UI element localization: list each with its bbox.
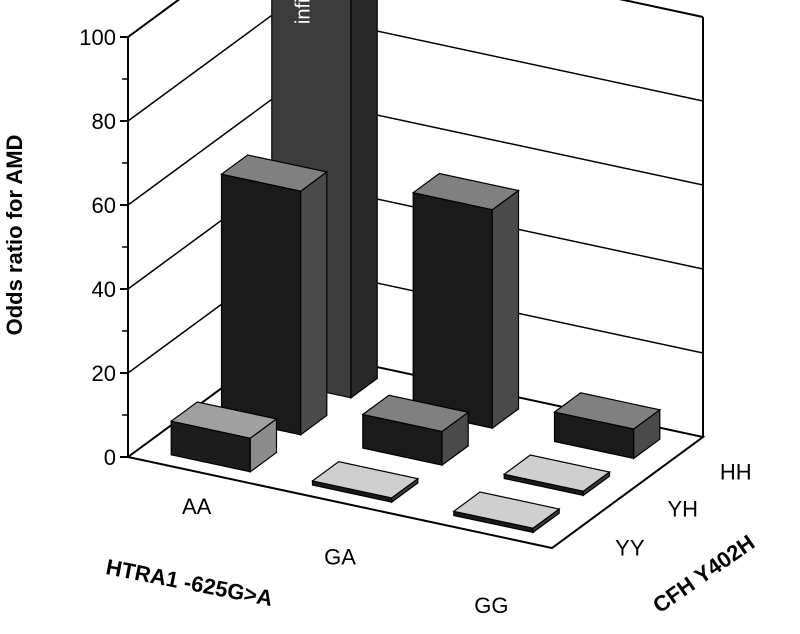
y-axis-title: CFH Y402H xyxy=(648,530,759,618)
bar-top-face xyxy=(220,154,329,192)
bar-side-face xyxy=(491,189,520,430)
bar-top-face xyxy=(502,454,611,492)
gridline-100 xyxy=(127,0,704,38)
bar-GG-YH xyxy=(502,454,611,497)
bar-GA-YY xyxy=(311,461,420,504)
bar-top-face xyxy=(169,401,278,439)
cfh-category-label: HH xyxy=(720,460,752,485)
bar-AA-YY xyxy=(169,401,278,473)
bars: infinite xyxy=(169,0,662,534)
bar-side-face xyxy=(350,0,378,399)
z-tick-label: 20 xyxy=(92,361,116,386)
bar-top-face xyxy=(311,461,420,499)
bar-data-label: infinite xyxy=(292,0,314,24)
gridline-80 xyxy=(127,9,704,122)
htra1-category-label: AA xyxy=(182,494,212,519)
bar-AA-YH xyxy=(220,154,329,436)
z-tick-label: 40 xyxy=(92,277,116,302)
bar-front-face xyxy=(220,173,302,436)
z-tick-label: 0 xyxy=(104,445,116,470)
bar-top-face xyxy=(553,392,662,430)
bar-GA-YH xyxy=(361,394,470,467)
bar-top-face xyxy=(361,394,470,433)
bar-front-face xyxy=(412,191,493,429)
z-tick-label: 100 xyxy=(79,25,116,50)
z-tick-label: 60 xyxy=(92,193,116,218)
bar-GG-HH xyxy=(553,392,662,460)
x-axis-title: HTRA1 -625G>A xyxy=(104,554,275,611)
z-axis-ticks: 0 20 40 60 80 100 xyxy=(79,25,128,470)
z-tick-label: 80 xyxy=(92,109,116,134)
bar-GA-HH xyxy=(411,172,520,430)
htra1-category-label: GA xyxy=(324,545,356,570)
gridline-60 xyxy=(127,93,704,206)
bar-side-face xyxy=(300,170,328,436)
category-labels: AA GA GG YY YH HH xyxy=(182,460,752,618)
bar-GG-YY xyxy=(452,491,561,534)
z-axis-title: Odds ratio for AMD xyxy=(2,135,27,336)
cfh-category-label: YY xyxy=(615,536,645,561)
cfh-category-label: YH xyxy=(668,497,699,522)
left-wall-top-edge xyxy=(127,0,181,38)
bar-top-face xyxy=(452,491,561,529)
bar-top-face xyxy=(411,172,520,211)
htra1-category-label: GG xyxy=(474,593,508,618)
